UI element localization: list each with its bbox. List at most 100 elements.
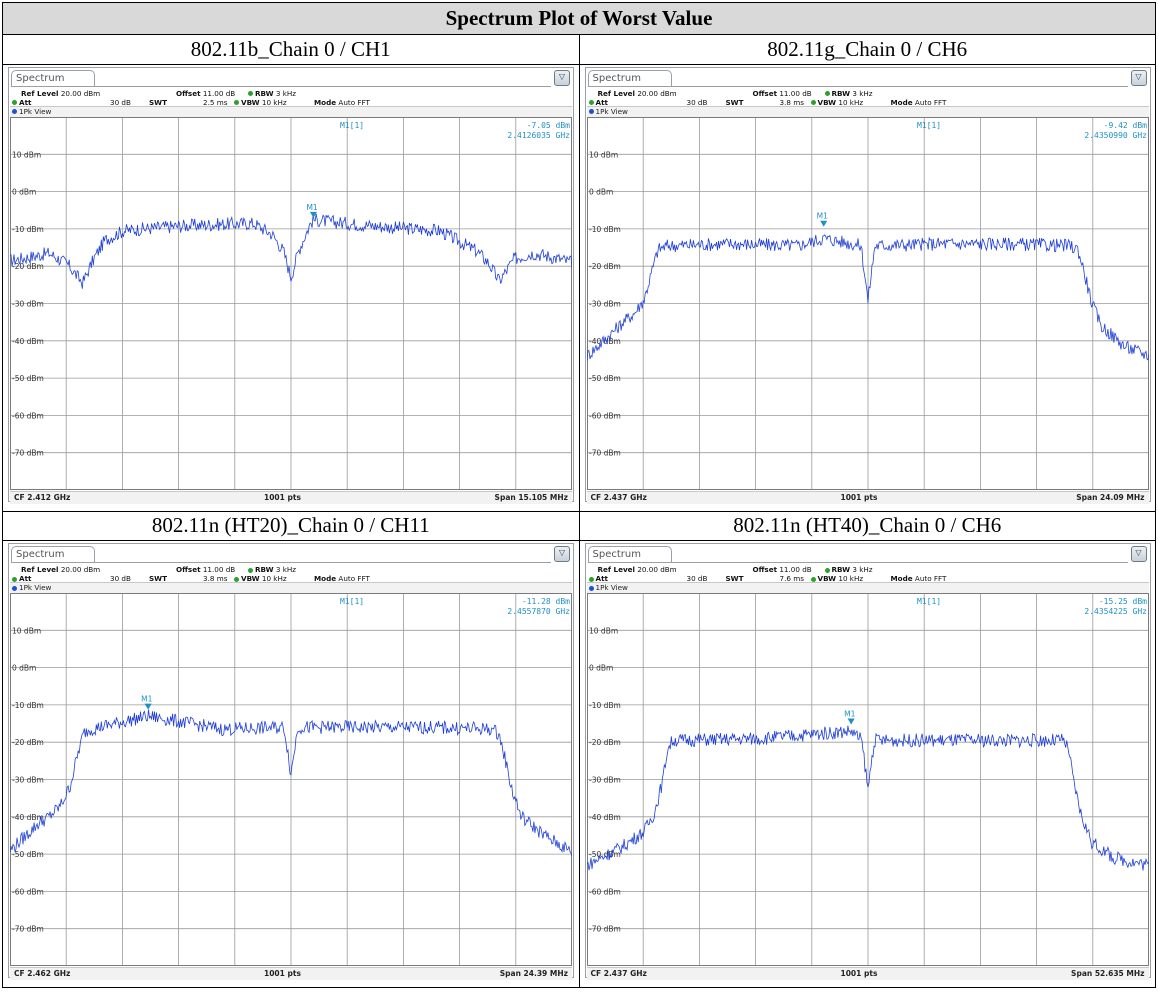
vbw-setting: VBW 10 kHz — [810, 98, 863, 107]
ref-level-setting: Ref Level 20.00 dBm — [21, 88, 101, 98]
coupled-dot-icon — [248, 91, 253, 97]
marker-label: M1 — [141, 695, 152, 704]
y-tick-label: -40 dBm — [589, 813, 621, 822]
spectrum-tab[interactable]: Spectrum — [11, 69, 95, 86]
marker-frequency-readout: 2.4557870 GHz — [507, 607, 570, 616]
plot-cell-4: Spectrum ▽ Ref Level 20.00 dBm Offset 11… — [578, 540, 1156, 988]
coupled-dot-icon — [234, 576, 239, 582]
plot-cell-2: Spectrum ▽ Ref Level 20.00 dBm Offset 11… — [578, 63, 1156, 512]
mode-setting: Mode Auto FFT — [890, 97, 947, 107]
trace-line — [10, 213, 572, 289]
spectrum-tab[interactable]: Spectrum — [587, 546, 672, 563]
y-tick-label: -10 dBm — [12, 701, 44, 710]
coupled-dot-icon — [12, 100, 17, 106]
vbw-setting: VBW 10 kHz — [234, 98, 287, 107]
y-tick-label: -70 dBm — [12, 925, 44, 934]
plot-cell-3: Spectrum ▽ Ref Level 20.00 dBm Offset 11… — [2, 540, 580, 988]
marker-triangle — [819, 220, 827, 227]
marker-readout-label: M1[1] — [340, 121, 364, 130]
ref-level-setting: Ref Level 20.00 dBm — [597, 565, 677, 575]
y-tick-label: -40 dBm — [589, 337, 621, 346]
spectrum-tab-label: Spectrum — [16, 549, 65, 561]
y-tick-label: -20 dBm — [12, 262, 44, 271]
spectrum-panel-4: Spectrum ▽ Ref Level 20.00 dBm Offset 11… — [584, 543, 1151, 981]
offset-setting: Offset 11.00 dB — [176, 88, 236, 98]
points-label: 1001 pts — [264, 969, 301, 979]
spectrum-tab[interactable]: Spectrum — [587, 69, 672, 86]
marker-level-readout: -9.42 dBm — [1103, 121, 1147, 130]
y-tick-label: 0 dBm — [589, 664, 613, 673]
swt-setting: SWT — [149, 574, 168, 584]
view-label: 1Pk View — [595, 583, 628, 593]
settings-bar: Ref Level 20.00 dBm Offset 11.00 dB RBW … — [12, 563, 570, 583]
y-tick-label: -30 dBm — [589, 299, 621, 308]
y-tick-label: 10 dBm — [589, 150, 618, 159]
y-tick-label: -60 dBm — [589, 411, 621, 420]
spectrum-tab[interactable]: Spectrum — [11, 546, 95, 563]
y-tick-label: -50 dBm — [12, 850, 44, 859]
y-tick-label: -10 dBm — [589, 701, 621, 710]
coupled-dot-icon — [810, 576, 816, 582]
coupled-dot-icon — [12, 576, 17, 582]
settings-bar: Ref Level 20.00 dBm Offset 11.00 dB RBW … — [12, 87, 570, 107]
y-tick-label: -20 dBm — [589, 262, 621, 271]
rbw-setting: RBW 3 kHz — [248, 565, 296, 574]
caption-3: 802.11n (HT20)_Chain 0 / CH11 — [2, 510, 580, 542]
y-tick-label: -70 dBm — [589, 925, 621, 934]
plot-frame — [586, 116, 1149, 490]
swt-value: 7.6 ms — [779, 574, 804, 584]
spectrum-panel-2: Spectrum ▽ Ref Level 20.00 dBm Offset 11… — [584, 66, 1151, 504]
settings-bar: Ref Level 20.00 dBm Offset 11.00 dB RBW … — [588, 87, 1147, 107]
caption-4: 802.11n (HT40)_Chain 0 / CH6 — [578, 510, 1156, 542]
att-setting: Att — [12, 574, 31, 583]
marker-readout-label: M1[1] — [917, 121, 941, 130]
menu-icon[interactable]: ▽ — [554, 69, 570, 86]
y-tick-label: -50 dBm — [12, 374, 44, 383]
swt-setting: SWT — [725, 97, 744, 107]
spectrum-plot: 10 dBm 0 dBm -10 dBm -20 dBm -30 dBm -40 dBm -… — [10, 116, 572, 490]
y-tick-label: -50 dBm — [589, 850, 621, 859]
tab-divider — [587, 562, 1128, 564]
rbw-setting: RBW 3 kHz — [824, 89, 873, 98]
plot-cell-1: Spectrum ▽ Ref Level 20.00 dBm Offset 11… — [2, 63, 580, 512]
marker-frequency-readout: 2.4126035 GHz — [507, 131, 570, 140]
spectrum-plot: 10 dBm 0 dBm -10 dBm -20 dBm -30 dBm -40 dBm -… — [586, 593, 1149, 967]
y-tick-label: -10 dBm — [12, 225, 44, 234]
center-frequency-label: CF 2.437 GHz — [590, 969, 647, 979]
menu-icon[interactable]: ▽ — [554, 546, 570, 563]
points-label: 1001 pts — [264, 492, 301, 502]
view-label: 1Pk View — [595, 106, 628, 116]
settings-bar: Ref Level 20.00 dBm Offset 11.00 dB RBW … — [588, 563, 1147, 584]
marker-level-readout: -7.05 dBm — [527, 121, 571, 130]
coupled-dot-icon — [824, 91, 830, 97]
spectrum-tab-label: Spectrum — [592, 549, 641, 561]
y-tick-label: 0 dBm — [589, 188, 613, 197]
points-label: 1001 pts — [840, 492, 878, 502]
offset-setting: Offset 11.00 dB — [752, 565, 812, 575]
marker-frequency-readout: 2.4354225 GHz — [1084, 607, 1147, 616]
rbw-setting: RBW 3 kHz — [824, 565, 873, 574]
points-label: 1001 pts — [840, 969, 878, 979]
span-label: Span 15.105 MHz — [494, 492, 568, 502]
y-tick-label: 10 dBm — [589, 626, 618, 635]
coupled-dot-icon — [810, 100, 816, 106]
marker-triangle — [309, 211, 317, 218]
menu-icon[interactable]: ▽ — [1130, 546, 1147, 563]
att-value: 30 dB — [686, 97, 708, 107]
center-frequency-label: CF 2.462 GHz — [14, 969, 71, 979]
menu-icon[interactable]: ▽ — [1130, 69, 1147, 86]
vbw-setting: VBW 10 kHz — [234, 574, 287, 583]
trace-line — [586, 234, 1149, 361]
att-setting: Att — [12, 98, 31, 107]
spectrum-panel-3: Spectrum ▽ Ref Level 20.00 dBm Offset 11… — [8, 543, 574, 981]
y-tick-label: 0 dBm — [12, 664, 36, 673]
y-tick-label: -60 dBm — [12, 411, 44, 420]
marker-triangle — [847, 718, 855, 725]
y-tick-label: -70 dBm — [589, 449, 621, 458]
rbw-setting: RBW 3 kHz — [248, 89, 296, 98]
att-setting: Att — [588, 98, 608, 107]
plot-frame — [586, 593, 1149, 967]
y-tick-label: -30 dBm — [589, 776, 621, 785]
center-frequency-label: CF 2.412 GHz — [14, 492, 71, 502]
